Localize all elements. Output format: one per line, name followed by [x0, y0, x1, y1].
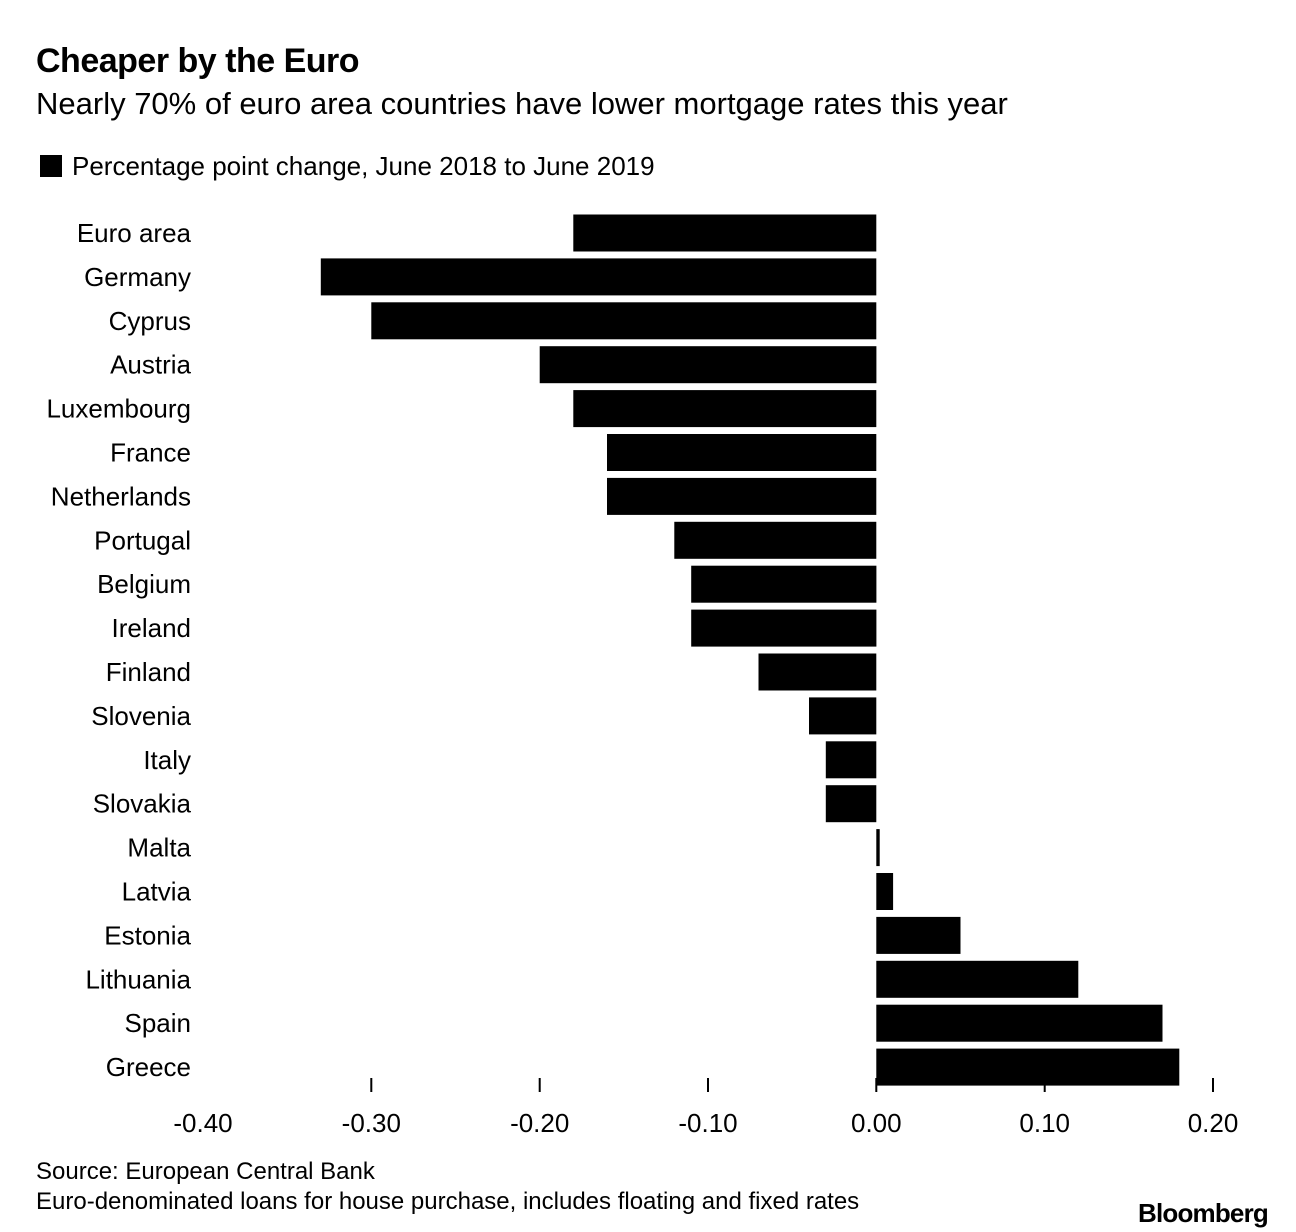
- category-label: Estonia: [104, 920, 191, 950]
- bar-netherlands: [607, 477, 877, 515]
- bar-cyprus: [371, 302, 877, 340]
- bar-luxembourg: [573, 390, 877, 428]
- legend: Percentage point change, June 2018 to Ju…: [40, 150, 655, 182]
- x-tick-label: 0.00: [851, 1108, 902, 1138]
- x-tick-label: -0.30: [342, 1108, 401, 1138]
- bar-estonia: [876, 916, 961, 954]
- category-label: Belgium: [97, 569, 191, 599]
- bar-slovakia: [825, 785, 877, 823]
- bar-portugal: [674, 521, 877, 559]
- bar-spain: [876, 1004, 1163, 1042]
- category-label: Slovakia: [93, 789, 192, 819]
- bar-belgium: [691, 565, 877, 603]
- legend-swatch: [40, 155, 62, 177]
- x-tick-label: -0.40: [173, 1108, 232, 1138]
- footnote: Euro-denominated loans for house purchas…: [36, 1188, 860, 1215]
- legend-label: Percentage point change, June 2018 to Ju…: [72, 150, 655, 181]
- category-label: Spain: [125, 1008, 192, 1038]
- category-label: Austria: [110, 350, 191, 380]
- bar-greece: [876, 1048, 1180, 1086]
- bar-euro-area: [573, 214, 877, 252]
- category-label: Slovenia: [91, 701, 191, 731]
- bar-finland: [758, 653, 877, 691]
- bloomberg-logo: Bloomberg: [1137, 1198, 1269, 1228]
- category-label: Netherlands: [51, 481, 191, 511]
- category-label: Euro area: [77, 218, 192, 248]
- bar-malta: [876, 829, 880, 867]
- category-label: France: [110, 438, 191, 468]
- bar-austria: [539, 346, 877, 384]
- category-label: Lithuania: [85, 964, 191, 994]
- x-tick-label: 0.10: [1019, 1108, 1070, 1138]
- category-label: Cyprus: [109, 306, 191, 336]
- bar-france: [607, 434, 877, 471]
- category-label: Latvia: [122, 877, 192, 907]
- x-tick-label: 0.20: [1188, 1108, 1239, 1138]
- bar-italy: [825, 741, 877, 779]
- bar-latvia: [876, 873, 894, 910]
- chart-title: Cheaper by the Euro: [36, 42, 360, 80]
- category-label: Portugal: [94, 525, 191, 555]
- chart-subtitle: Nearly 70% of euro area countries have l…: [36, 86, 1008, 121]
- x-tick-label: -0.10: [678, 1108, 737, 1138]
- bar-slovenia: [809, 697, 877, 735]
- source-note: Source: European Central Bank: [36, 1158, 375, 1185]
- category-label: Malta: [127, 833, 191, 863]
- category-label: Luxembourg: [46, 394, 191, 424]
- category-label: Ireland: [112, 613, 192, 643]
- bar-ireland: [691, 609, 877, 647]
- category-label: Greece: [106, 1052, 191, 1082]
- category-label: Italy: [143, 745, 191, 775]
- category-label: Germany: [84, 262, 191, 292]
- category-label: Finland: [106, 657, 191, 687]
- x-tick-label: -0.20: [510, 1108, 569, 1138]
- bar-germany: [320, 258, 877, 296]
- bar-lithuania: [876, 960, 1079, 998]
